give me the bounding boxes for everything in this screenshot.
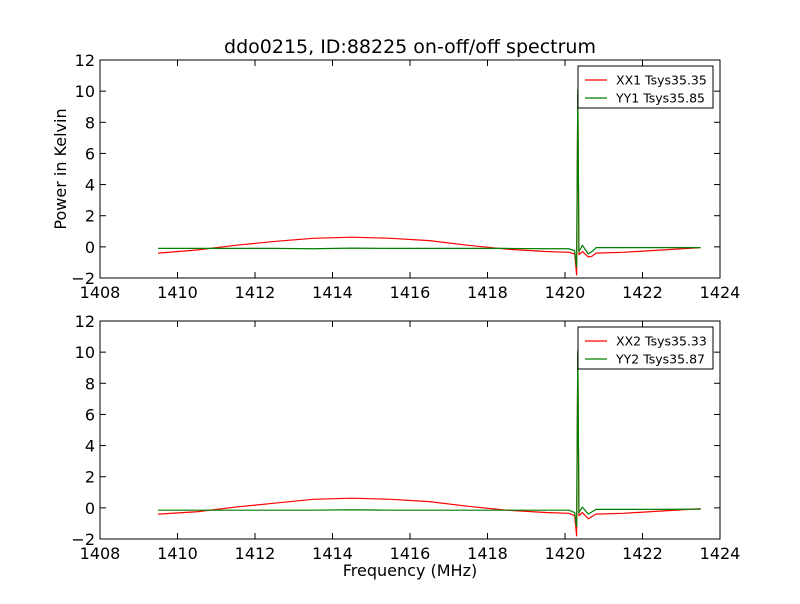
- y-tick-label: 0: [85, 499, 95, 518]
- x-axis-label: Frequency (MHz): [343, 561, 477, 580]
- y-tick-label: 0: [85, 238, 95, 257]
- x-tick-label: 1410: [157, 544, 198, 563]
- legend-label: XX1 Tsys35.35: [616, 73, 707, 88]
- y-axis-label: Power in Kelvin: [51, 108, 70, 229]
- x-tick-label: 1410: [157, 283, 198, 302]
- panel-2: 1408 1410 1412 1414 1416 1418 1420 1422 1424 −2 0 2…: [71, 312, 740, 563]
- x-tick-label: 1412: [235, 283, 276, 302]
- x-tick-label: 1408: [80, 283, 121, 302]
- legend-box-1: [577, 65, 714, 109]
- legend-box-2: [577, 326, 714, 370]
- y-tick-label: −2: [71, 530, 95, 549]
- legend-label: YY1 Tsys35.85: [615, 91, 705, 106]
- y-tick-label: 6: [85, 405, 95, 424]
- x-tick-label: 1420: [545, 283, 586, 302]
- x-tick-label: 1414: [312, 283, 353, 302]
- x-tick-label: 1422: [622, 283, 663, 302]
- legend-label: XX2 Tsys35.33: [616, 334, 707, 349]
- x-tick-label: 1424: [700, 544, 741, 563]
- y-tick-label: 10: [75, 82, 95, 101]
- x-tick-label: 1412: [235, 544, 276, 563]
- panel-1: 1408 1410 1412 1414 1416 1418 1420 1422 1424 −2 0 2…: [71, 51, 740, 302]
- x-tick-label: 1424: [700, 283, 741, 302]
- y-tick-label: 10: [75, 343, 95, 362]
- x-tick-label: 1416: [390, 544, 431, 563]
- y-tick-label: 8: [85, 113, 95, 132]
- series-line-1-2: [158, 88, 701, 268]
- x-tick-label: 1418: [467, 544, 508, 563]
- plot-panels: 1408 1410 1412 1414 1416 1418 1420 1422 1424 −2 0 2…: [71, 51, 740, 563]
- x-tick-label: 1408: [80, 544, 121, 563]
- x-tick-label: 1420: [545, 544, 586, 563]
- y-tick-label: 4: [85, 437, 95, 456]
- series-line-2-1: [158, 354, 701, 537]
- x-tick-label: 1418: [467, 283, 508, 302]
- legend-label: YY2 Tsys35.87: [615, 352, 705, 367]
- series-line-1-1: [158, 93, 701, 276]
- y-tick-label: 2: [85, 468, 95, 487]
- y-tick-label: 8: [85, 374, 95, 393]
- y-tick-label: 4: [85, 176, 95, 195]
- x-tick-label: 1422: [622, 544, 663, 563]
- y-tick-label: 2: [85, 207, 95, 226]
- y-tick-label: 6: [85, 144, 95, 163]
- series-line-2-2: [158, 349, 701, 528]
- chart-title: ddo0215, ID:88225 on-off/off spectrum: [224, 36, 596, 58]
- y-tick-label: 12: [75, 312, 95, 331]
- y-tick-label: −2: [71, 269, 95, 288]
- y-tick-label: 12: [75, 51, 95, 70]
- x-tick-label: 1416: [390, 283, 431, 302]
- x-tick-label: 1414: [312, 544, 353, 563]
